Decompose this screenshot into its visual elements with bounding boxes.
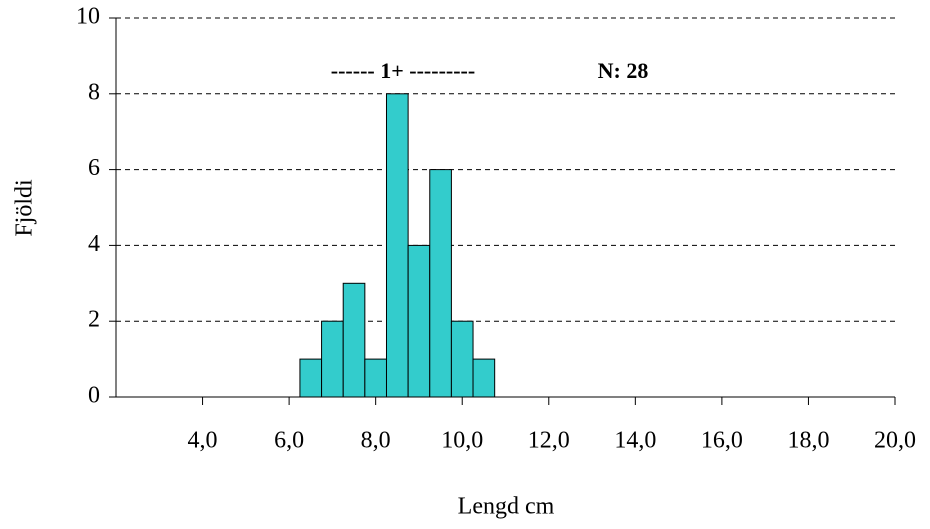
bar (472, 358, 496, 398)
y-tick-label: 10 (76, 4, 100, 30)
y-tick-label: 8 (88, 79, 100, 105)
x-tick-label: 8,0 (361, 428, 391, 454)
x-tick-label: 6,0 (274, 428, 304, 454)
x-tick-label: 18,0 (787, 428, 829, 454)
bar (429, 169, 452, 398)
x-tick-label: 4,0 (188, 428, 218, 454)
x-tick-label: 12,0 (528, 428, 570, 454)
x-axis-label: Lengd cm (458, 494, 555, 520)
y-axis-label: Fjöldi (12, 179, 38, 237)
y-tick-label: 6 (88, 155, 100, 181)
bar (407, 244, 431, 398)
annotation: N: 28 (598, 58, 649, 83)
bar (342, 282, 366, 398)
x-tick-label: 20,0 (874, 428, 916, 454)
annotation: ------ 1+ --------- (331, 58, 475, 83)
bar (385, 93, 409, 398)
y-tick-label: 0 (88, 383, 100, 409)
bar (364, 358, 387, 398)
bar (450, 320, 474, 398)
bar (299, 358, 323, 398)
x-tick-label: 14,0 (614, 428, 656, 454)
x-tick-label: 10,0 (441, 428, 483, 454)
y-tick-label: 2 (88, 307, 100, 333)
bar (321, 320, 344, 398)
x-tick-label: 16,0 (701, 428, 743, 454)
y-tick-label: 4 (88, 231, 100, 257)
